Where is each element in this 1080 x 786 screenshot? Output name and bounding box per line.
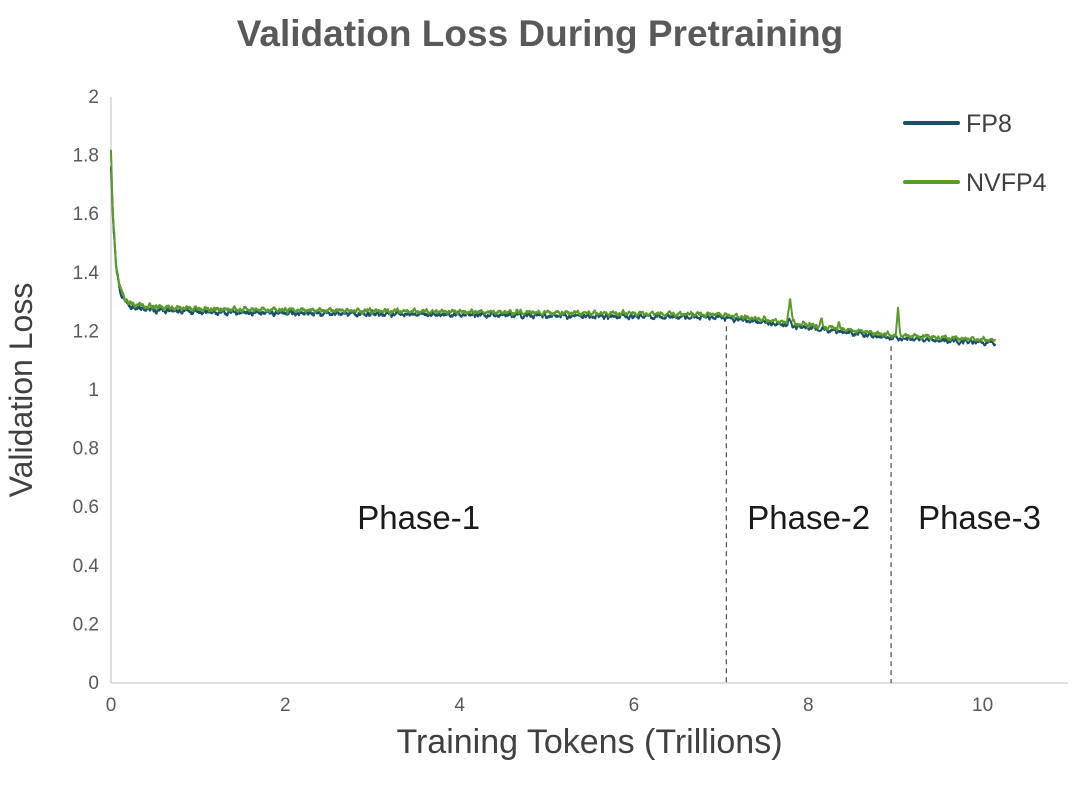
svg-text:10: 10	[972, 695, 993, 716]
svg-text:NVFP4: NVFP4	[966, 169, 1047, 197]
svg-text:0.4: 0.4	[73, 556, 100, 577]
svg-text:Training Tokens (Trillions): Training Tokens (Trillions)	[396, 723, 782, 761]
svg-text:0.2: 0.2	[73, 614, 99, 635]
svg-text:0.6: 0.6	[73, 497, 99, 518]
svg-text:Validation Loss: Validation Loss	[3, 283, 39, 498]
svg-text:6: 6	[629, 695, 640, 716]
svg-text:1.6: 1.6	[73, 204, 99, 225]
svg-text:1: 1	[88, 380, 99, 401]
svg-text:0: 0	[106, 695, 117, 716]
svg-text:2: 2	[88, 87, 99, 108]
svg-text:0: 0	[88, 673, 99, 694]
svg-text:1.8: 1.8	[73, 146, 99, 167]
svg-text:Phase-2: Phase-2	[747, 499, 870, 536]
svg-text:4: 4	[454, 695, 465, 716]
svg-text:1.4: 1.4	[73, 263, 100, 284]
svg-text:FP8: FP8	[966, 110, 1012, 138]
svg-text:Phase-3: Phase-3	[918, 499, 1041, 536]
svg-text:2: 2	[280, 695, 291, 716]
svg-text:0.8: 0.8	[73, 439, 99, 460]
svg-text:Phase-1: Phase-1	[357, 499, 480, 536]
svg-text:8: 8	[803, 695, 814, 716]
svg-text:1.2: 1.2	[73, 321, 99, 342]
